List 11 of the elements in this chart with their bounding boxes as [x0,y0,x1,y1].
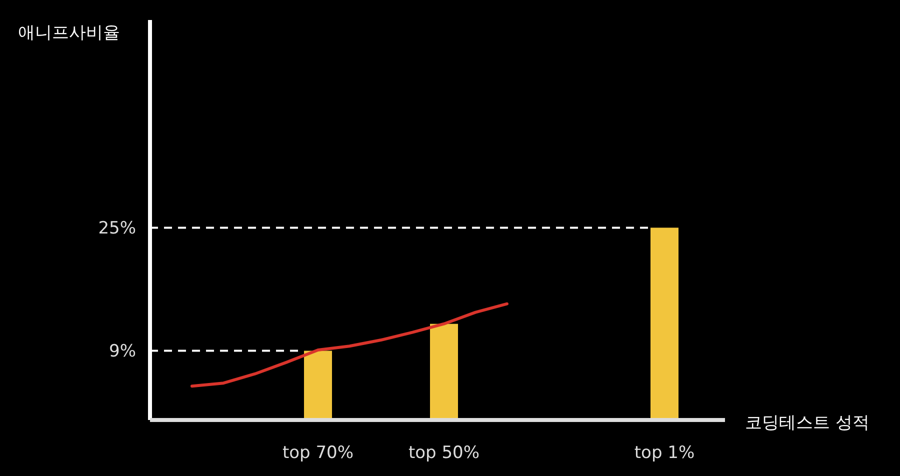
bar [650,228,678,420]
x-tick-label: top 50% [408,443,480,463]
y-axis-title: 애니프사비율 [18,23,120,43]
y-tick-label: 25% [98,218,136,239]
x-axis-title: 코딩테스트 성적 [745,413,870,433]
x-tick-label: top 70% [282,443,354,463]
bar [304,350,332,420]
bar [430,324,458,420]
y-tick-label: 9% [109,342,136,362]
x-tick-label: top 1% [634,443,695,463]
line-series [190,302,508,388]
